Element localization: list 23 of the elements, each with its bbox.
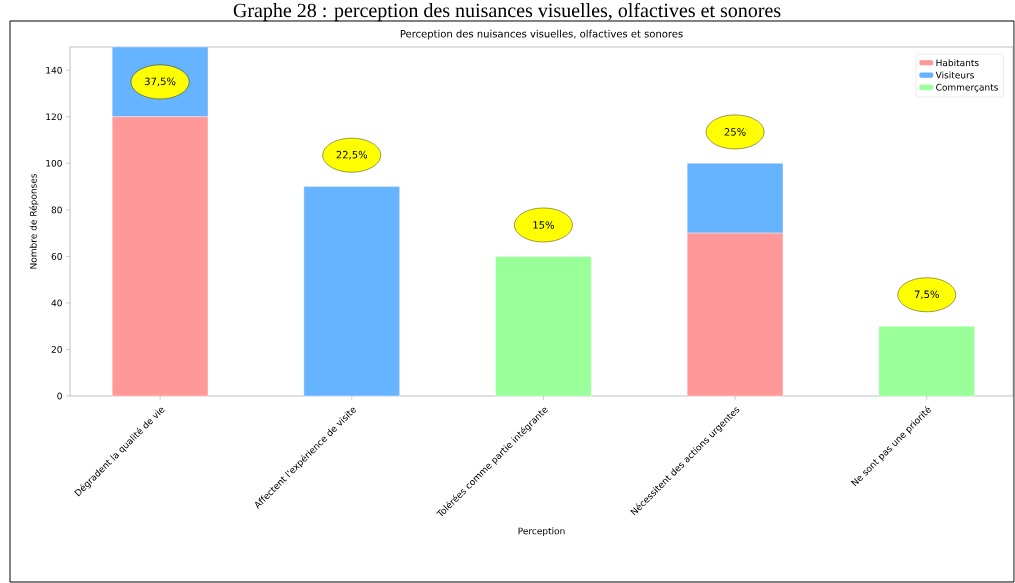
annotation: 15% [533,221,554,229]
y-tick-label: 100 [46,159,62,167]
chart-title: Graphe 28 : perception des nuisances visuelles, olfactives et sonores [233,2,781,22]
legend-label: Habitants [936,59,979,67]
y-tick-label: 0 [57,392,62,400]
bar [878,325,975,397]
bar [495,256,592,397]
annotation: 22,5% [336,150,368,160]
bar [303,186,400,397]
legend-label: Visiteurs [935,71,974,79]
y-tick-label: 120 [46,113,62,121]
annotation: 7,5% [914,290,939,300]
y-tick-label: 60 [51,252,62,260]
y-tick-label: 140 [46,66,62,74]
y-tick-label: 80 [51,206,62,214]
y-tick-label: 20 [51,346,62,353]
legend-label: Commerçants [936,83,998,93]
annotation: 25% [724,128,746,136]
chart-subtitle: Perception des nuisances visuelles, olfactives et sonores [400,29,683,40]
annotation: 37,5% [144,77,176,87]
x-axis-title: Perception [518,527,565,537]
y-axis-title: Nombre de Réponses [29,173,39,269]
y-tick-label: 40 [51,299,62,307]
